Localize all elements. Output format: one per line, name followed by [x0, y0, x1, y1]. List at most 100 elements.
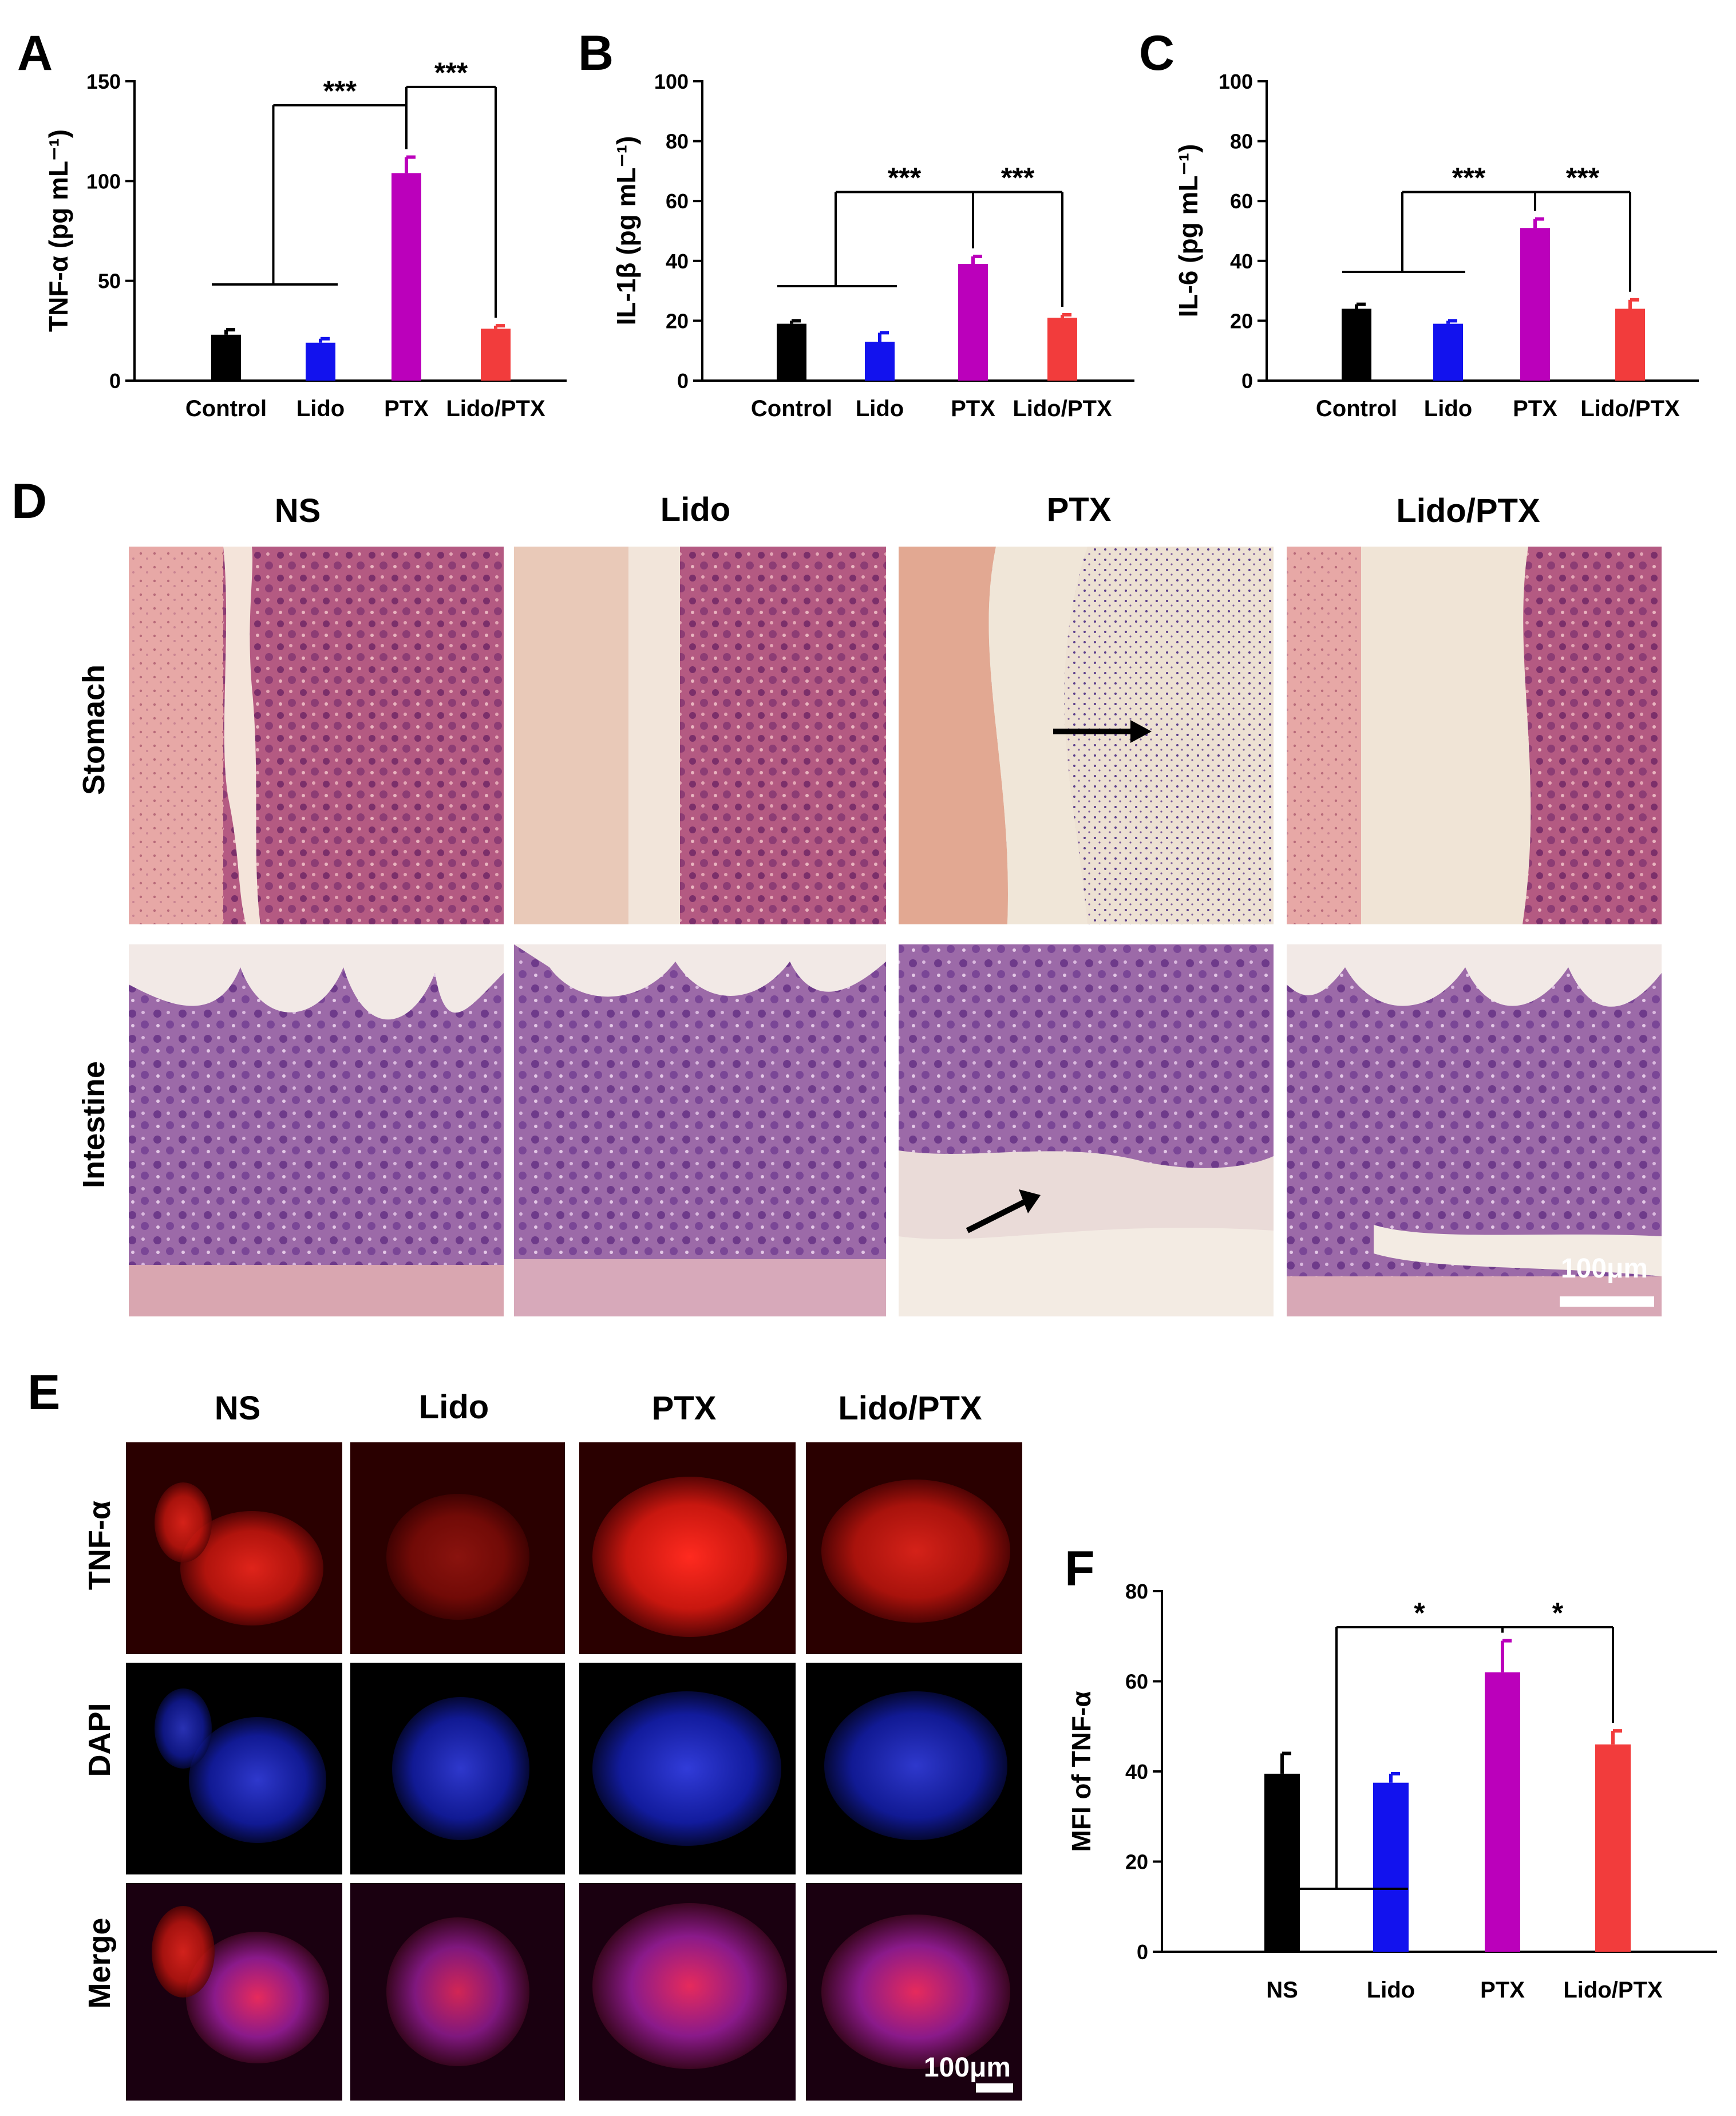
y-tick-label: 20 — [1125, 1850, 1148, 1874]
x-tick-label: Lido/PTX — [1580, 396, 1680, 421]
column-label-lido-ptx: Lido/PTX — [838, 1390, 982, 1427]
scale-bar-label: 100μm — [1561, 1253, 1648, 1284]
bar — [1595, 1744, 1631, 1952]
y-axis-label: IL-1β (pg mL⁻¹) — [611, 136, 641, 326]
bar — [211, 334, 241, 381]
histology-stomach-ns — [129, 547, 504, 924]
x-tick-label: Lido/PTX — [1563, 1977, 1663, 2003]
significance-label: *** — [323, 75, 357, 107]
bar — [1264, 1773, 1300, 1952]
significance-label: *** — [1452, 162, 1486, 194]
y-tick-label: 60 — [1125, 1670, 1148, 1694]
histology-stomach-lido — [514, 547, 886, 924]
y-tick-label: 40 — [1125, 1760, 1148, 1783]
bar — [1342, 308, 1371, 381]
panel-letter: C — [1139, 26, 1175, 81]
y-tick-label: 80 — [1125, 1580, 1148, 1603]
y-axis-label: MFI of TNF-α — [1066, 1691, 1096, 1852]
y-axis-label: TNF-α (pg mL⁻¹) — [44, 129, 73, 332]
x-tick-label: PTX — [1480, 1977, 1525, 2003]
row-label-dapi: DAPI — [82, 1703, 117, 1777]
significance-label: *** — [1566, 162, 1600, 194]
bar — [1520, 228, 1550, 381]
panel-d: D NS Lido PTX Lido/PTX Stomach Intestine — [11, 474, 1662, 1316]
bar — [777, 323, 806, 381]
column-label-ns: NS — [275, 492, 321, 529]
chart-panel-a: A 0 50 100 150 TNF-α (pg mL⁻¹) Control Lido PTX L… — [17, 26, 567, 421]
column-label-lido: Lido — [661, 491, 730, 528]
y-tick-label: 60 — [1230, 189, 1253, 213]
y-tick-label: 100 — [654, 70, 689, 93]
panel-letter: F — [1065, 1541, 1095, 1596]
panel-e: E NS Lido PTX Lido/PTX TNF-α DAPI Merge — [27, 1365, 1022, 2101]
row-label-merge: Merge — [82, 1917, 117, 2008]
row-label-tnf: TNF-α — [82, 1501, 117, 1590]
histology-intestine-ns — [129, 944, 504, 1316]
x-tick-label: Control — [185, 396, 267, 421]
x-tick-label: Control — [1316, 396, 1397, 421]
chart-panel-c: C 0 20 40 60 80 100 IL-6 (pg mL⁻¹) Control Lido PT… — [1139, 26, 1699, 421]
x-tick-label: Lido/PTX — [446, 396, 545, 421]
fluorescence-tnf-row — [126, 1442, 1022, 1654]
column-label-lido-ptx: Lido/PTX — [1396, 492, 1540, 529]
y-tick-label: 0 — [109, 369, 121, 393]
y-tick-label: 40 — [1230, 250, 1253, 273]
y-tick-label: 100 — [1219, 70, 1253, 93]
x-tick-label: Control — [751, 396, 832, 421]
bar — [481, 329, 511, 381]
bar — [1047, 318, 1077, 381]
bar — [1433, 323, 1463, 381]
column-label-ptx: PTX — [1047, 491, 1112, 528]
x-tick-label: Lido/PTX — [1013, 396, 1112, 421]
significance-label: *** — [1001, 162, 1035, 194]
chart-panel-f: F 0 20 40 60 80 MFI of TNF-α NS Lido PTX Lido/PTX *… — [1065, 1541, 1717, 2003]
histology-stomach-ptx — [899, 547, 1274, 924]
bar — [1485, 1672, 1520, 1952]
column-label-ptx: PTX — [652, 1390, 717, 1427]
significance-label: * — [1414, 1597, 1425, 1629]
bar — [958, 264, 988, 381]
x-tick-label: PTX — [384, 396, 429, 421]
x-tick-label: Lido — [856, 396, 904, 421]
bar — [1373, 1782, 1409, 1952]
column-label-ns: NS — [215, 1390, 261, 1427]
y-tick-label: 0 — [1241, 369, 1253, 393]
x-tick-label: Lido — [296, 396, 345, 421]
significance-label: *** — [434, 57, 468, 89]
y-tick-label: 80 — [666, 130, 689, 153]
y-tick-label: 50 — [98, 270, 121, 293]
scale-bar — [976, 2083, 1013, 2093]
bar — [865, 342, 895, 381]
y-tick-label: 20 — [666, 309, 689, 333]
panel-letter-d: D — [11, 474, 47, 529]
x-tick-label: NS — [1266, 1977, 1298, 2003]
arrow-icon — [966, 1199, 1026, 1233]
histology-intestine-lido — [514, 944, 886, 1316]
row-label-stomach: Stomach — [77, 665, 111, 795]
y-tick-label: 60 — [666, 189, 689, 213]
column-label-lido: Lido — [419, 1389, 489, 1426]
fluorescence-dapi-row — [126, 1663, 1022, 1874]
chart-panel-b: B 0 20 40 60 80 100 IL-1β (pg mL⁻¹) Control Lido P… — [578, 26, 1134, 421]
scale-bar-label: 100μm — [924, 2052, 1011, 2083]
y-tick-label: 0 — [1137, 1940, 1148, 1964]
y-tick-label: 150 — [86, 70, 121, 93]
x-tick-label: PTX — [951, 396, 995, 421]
bar — [306, 342, 335, 381]
row-label-intestine: Intestine — [77, 1061, 111, 1188]
panel-letter-e: E — [27, 1365, 60, 1420]
bar — [392, 173, 421, 381]
fluorescence-merge-row: 100μm — [126, 1883, 1022, 2101]
y-axis-label: IL-6 (pg mL⁻¹) — [1173, 144, 1203, 318]
bar — [1615, 308, 1645, 381]
histology-stomach-lido-ptx — [1287, 547, 1662, 924]
histology-intestine-lido-ptx: 100μm — [1287, 944, 1662, 1316]
scale-bar — [1560, 1296, 1654, 1307]
y-tick-label: 20 — [1230, 309, 1253, 333]
panel-letter: A — [17, 26, 53, 81]
histology-intestine-ptx — [899, 944, 1274, 1316]
y-tick-label: 100 — [86, 169, 121, 193]
significance-label: * — [1552, 1597, 1564, 1629]
significance-label: *** — [888, 162, 922, 194]
